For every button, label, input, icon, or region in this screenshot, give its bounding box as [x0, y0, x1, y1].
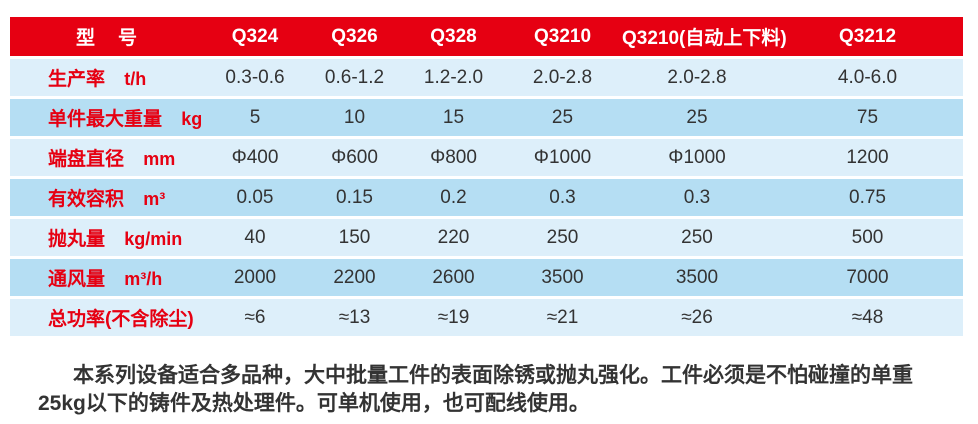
- table-cell: 75: [856, 106, 879, 128]
- table-cell: 0.2: [440, 186, 467, 208]
- table-cell: 2200: [333, 266, 376, 288]
- row-label: 通风量: [48, 269, 106, 290]
- table-row-ventilation: 通风量 m³/h 2000 2200 2600 3500 3500 7000: [10, 259, 963, 296]
- header-model-q328: Q328: [430, 25, 477, 47]
- table-row-total-power: 总功率(不含除尘) ≈6 ≈13 ≈19 ≈21 ≈26 ≈48: [10, 299, 963, 336]
- table-cell: 2.0-2.8: [532, 66, 593, 88]
- row-unit: kg: [181, 109, 203, 129]
- table-cell: ≈6: [244, 306, 266, 328]
- header-model-label: 型 号: [75, 28, 139, 49]
- table-cell: Φ800: [430, 146, 477, 168]
- table-row-max-piece-weight: 单件最大重量 kg 5 10 15 25 25 75: [10, 99, 963, 136]
- row-label-cell: 有效容积 m³: [10, 184, 205, 211]
- row-label-cell: 抛丸量 kg/min: [10, 224, 205, 251]
- header-model-q3210: Q3210: [533, 25, 592, 47]
- table-cell: Φ1000: [668, 146, 726, 168]
- header-model-q324: Q324: [231, 25, 279, 47]
- table-cell: Φ400: [231, 146, 279, 168]
- table-cell: ≈21: [546, 306, 579, 328]
- row-label: 单件最大重量: [48, 109, 163, 130]
- table-header-row: 型 号 Q324 Q326 Q328 Q3210 Q3210(自动上下料) Q3…: [10, 17, 963, 56]
- description-paragraph: 本系列设备适合多品种，大中批量工件的表面除锈或抛丸强化。工件必须是不怕碰撞的单重…: [38, 362, 943, 418]
- row-label: 总功率(不含除尘): [48, 309, 194, 330]
- table-cell: 2000: [233, 266, 277, 288]
- table-cell: ≈26: [681, 306, 713, 328]
- table-cell: 150: [338, 226, 371, 248]
- row-unit: m³/h: [124, 269, 163, 289]
- spec-table: 型 号 Q324 Q326 Q328 Q3210 Q3210(自动上下料) Q3…: [10, 17, 963, 339]
- table-cell: 15: [442, 106, 465, 128]
- table-cell: Φ600: [331, 146, 378, 168]
- table-cell: 250: [681, 226, 713, 248]
- row-label-cell: 总功率(不含除尘): [10, 304, 205, 331]
- row-label-cell: 端盘直径 mm: [10, 144, 205, 171]
- table-row-production-rate: 生产率 t/h 0.3-0.6 0.6-1.2 1.2-2.0 2.0-2.8 …: [10, 59, 963, 96]
- table-cell: 500: [851, 226, 884, 248]
- header-model-q3212: Q3212: [838, 25, 897, 47]
- row-unit: kg/min: [124, 229, 183, 249]
- table-cell: 10: [343, 106, 366, 128]
- row-label: 有效容积: [48, 189, 125, 210]
- table-cell: ≈13: [338, 306, 371, 328]
- table-cell: 0.3-0.6: [225, 66, 285, 88]
- row-label: 端盘直径: [48, 149, 125, 170]
- table-cell: 0.75: [849, 186, 886, 208]
- table-cell: 4.0-6.0: [837, 66, 898, 88]
- row-label: 生产率: [48, 69, 106, 90]
- row-unit: mm: [143, 149, 176, 169]
- table-cell: 0.3: [683, 186, 711, 208]
- table-cell: 5: [249, 106, 261, 128]
- table-cell: 250: [546, 226, 579, 248]
- table-cell: 220: [437, 226, 470, 248]
- table-cell: ≈48: [851, 306, 884, 328]
- table-cell: 0.05: [236, 186, 274, 208]
- table-cell: 40: [244, 226, 266, 248]
- table-row-disc-diameter: 端盘直径 mm Φ400 Φ600 Φ800 Φ1000 Φ1000 1200: [10, 139, 963, 176]
- table-cell: 2.0-2.8: [667, 66, 727, 88]
- description-line-2: 25kg以下的铸件及热处理件。可单机使用，也可配线使用。: [38, 392, 590, 415]
- row-label: 抛丸量: [48, 229, 106, 250]
- row-unit: m³: [143, 189, 166, 209]
- table-cell: 0.15: [336, 186, 373, 208]
- table-cell: 1200: [846, 146, 889, 168]
- table-cell: 3500: [541, 266, 584, 288]
- row-label-cell: 单件最大重量 kg: [10, 104, 205, 131]
- table-cell: 2600: [432, 266, 475, 288]
- row-label-cell: 通风量 m³/h: [10, 264, 205, 291]
- description-line-1: 本系列设备适合多品种，大中批量工件的表面除锈或抛丸强化。工件必须是不怕碰撞的单重: [73, 364, 913, 387]
- table-row-effective-volume: 有效容积 m³ 0.05 0.15 0.2 0.3 0.3 0.75: [10, 179, 963, 216]
- header-model-q326: Q326: [331, 25, 378, 47]
- table-cell: ≈19: [437, 306, 470, 328]
- table-cell: 0.6-1.2: [324, 66, 385, 88]
- table-cell: 25: [686, 106, 708, 128]
- table-cell: 1.2-2.0: [423, 66, 484, 88]
- table-cell: Φ1000: [533, 146, 592, 168]
- table-cell: 7000: [846, 266, 889, 288]
- table-cell: 3500: [675, 266, 719, 288]
- table-row-shot-flow: 抛丸量 kg/min 40 150 220 250 250 500: [10, 219, 963, 256]
- header-model-q3210-auto: Q3210(自动上下料): [622, 28, 787, 49]
- row-unit: t/h: [124, 69, 147, 89]
- table-cell: 25: [551, 106, 574, 128]
- table-cell: 0.3: [549, 186, 576, 208]
- row-label-cell: 生产率 t/h: [10, 64, 205, 91]
